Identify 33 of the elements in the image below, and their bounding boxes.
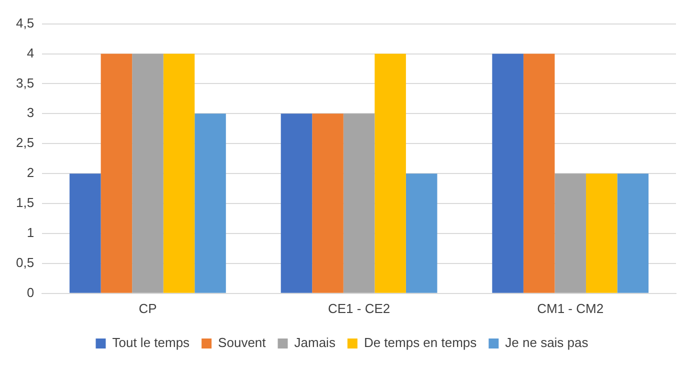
y-tick-label: 1 [26,225,34,240]
y-tick-label: 4,5 [16,15,34,30]
x-tick-label: CP [138,300,157,316]
legend-label: Souvent [218,335,266,350]
y-tick-label: 3,5 [16,75,34,90]
y-tick-label: 4 [26,45,34,60]
y-tick-label: 0 [26,284,34,300]
y-tick-label: 0,5 [16,255,34,270]
bar [100,54,132,293]
bar [523,54,555,293]
bar [617,174,649,293]
y-tick-label: 2 [26,165,34,180]
y-tick-label: 2,5 [16,135,34,150]
bar [343,114,375,293]
bar [163,54,195,293]
y-tick-label: 3 [26,105,34,120]
bar [194,114,226,293]
y-tick-label: 1,5 [16,195,34,210]
bar [374,54,406,293]
bar [406,174,438,293]
x-tick-label: CM1 - CM2 [537,300,604,316]
legend-label: Je ne sais pas [505,335,589,350]
legend-label: Tout le temps [112,335,190,350]
bar [132,54,164,293]
x-tick-label: CE1 - CE2 [328,300,390,316]
bar [312,114,344,293]
bar [586,174,618,293]
bar [492,54,524,293]
bar [70,174,101,293]
legend-label: De temps en temps [364,335,478,350]
legend-label: Jamais [294,335,336,350]
bar [554,174,586,293]
bar [280,114,312,293]
